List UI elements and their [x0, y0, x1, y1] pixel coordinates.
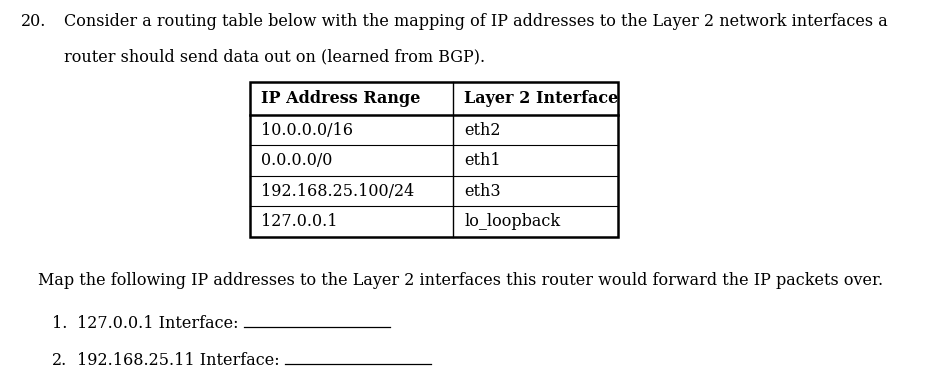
Text: Consider a routing table below with the mapping of IP addresses to the Layer 2 n: Consider a routing table below with the … — [64, 13, 888, 30]
Text: eth1: eth1 — [464, 152, 501, 169]
Text: eth3: eth3 — [464, 183, 501, 200]
Text: router should send data out on (learned from BGP).: router should send data out on (learned … — [64, 48, 485, 65]
Text: 127.0.0.1: 127.0.0.1 — [261, 213, 338, 230]
Text: 192.168.25.100/24: 192.168.25.100/24 — [261, 183, 414, 200]
Text: 192.168.25.11 Interface:: 192.168.25.11 Interface: — [77, 352, 285, 369]
Text: Map the following IP addresses to the Layer 2 interfaces this router would forwa: Map the following IP addresses to the La… — [38, 272, 883, 289]
Text: 1.: 1. — [52, 315, 67, 332]
Text: IP Address Range: IP Address Range — [261, 90, 421, 107]
Text: 2.: 2. — [52, 352, 67, 369]
Text: Layer 2 Interface: Layer 2 Interface — [464, 90, 618, 107]
Text: 0.0.0.0/0: 0.0.0.0/0 — [261, 152, 333, 169]
Text: lo_loopback: lo_loopback — [464, 213, 561, 230]
Text: 127.0.0.1 Interface:: 127.0.0.1 Interface: — [77, 315, 244, 332]
Text: eth2: eth2 — [464, 122, 501, 139]
Bar — [250, 82, 618, 237]
Text: 20.: 20. — [21, 13, 46, 30]
Text: 10.0.0.0/16: 10.0.0.0/16 — [261, 122, 353, 139]
